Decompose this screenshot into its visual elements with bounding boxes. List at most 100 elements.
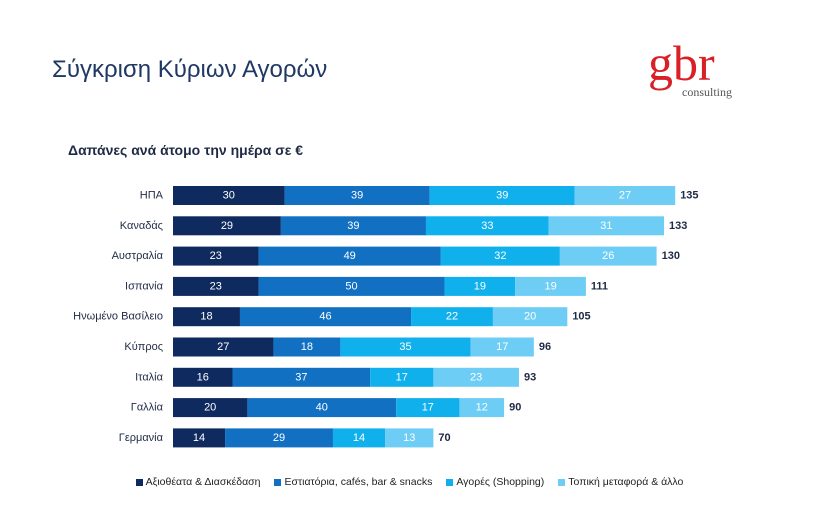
data-label: 46 [319, 311, 331, 323]
bar-segment [396, 398, 460, 418]
data-label: 23 [210, 280, 222, 292]
chart-legend: Αξιοθέατα & Διασκέδαση Εστιατόρια, cafés… [0, 476, 819, 488]
total-label: 93 [524, 371, 536, 383]
data-label: 14 [353, 432, 365, 444]
total-label: 133 [669, 220, 687, 232]
data-label: 35 [399, 341, 411, 353]
legend-label: Εστιατόρια, cafés, bar & snacks [284, 476, 433, 488]
bar-segment [258, 276, 445, 296]
bar-segment [173, 276, 259, 296]
data-label: 23 [470, 371, 482, 383]
data-label: 26 [602, 250, 614, 262]
bar-segment [239, 307, 412, 327]
legend-label: Τοπική μεταφορά & άλλο [568, 476, 684, 488]
bar-segment [429, 186, 575, 205]
data-label: 13 [403, 432, 415, 444]
logo-wordmark: gbr [648, 35, 715, 91]
data-label: 18 [301, 341, 313, 353]
legend-swatch [135, 478, 143, 486]
data-label: 17 [496, 341, 508, 353]
bar-segment [548, 216, 665, 236]
total-label: 130 [662, 250, 680, 262]
bar-segment [173, 246, 259, 266]
category-label: Κύπρος [124, 341, 163, 353]
data-label: 12 [476, 402, 488, 414]
bar-segment [273, 337, 341, 357]
legend-swatch [446, 478, 454, 486]
data-label: 49 [344, 250, 356, 262]
page-title: Σύγκριση Κύριων Αγορών [52, 56, 328, 83]
data-label: 19 [474, 280, 486, 292]
bar-segment [515, 276, 586, 296]
data-label: 20 [204, 402, 216, 414]
bar-segment [225, 428, 333, 448]
bar-segment [433, 367, 519, 387]
bar-segment [173, 337, 274, 357]
bar-segment [173, 428, 226, 448]
bar-segment [574, 186, 676, 205]
data-label: 22 [446, 311, 458, 323]
data-label: 39 [496, 190, 508, 202]
category-label: Ισπανία [125, 280, 164, 292]
legend-item: Αξιοθέατα & Διασκέδαση [135, 476, 261, 488]
bar-segment [173, 307, 240, 327]
data-label: 23 [210, 250, 222, 262]
data-label: 17 [422, 402, 434, 414]
data-label: 27 [217, 341, 229, 353]
total-label: 135 [680, 190, 698, 202]
legend-label: Αξιοθέατα & Διασκέδαση [145, 476, 261, 488]
bar-segment [173, 367, 233, 387]
data-label: 31 [600, 220, 612, 232]
category-label: Ηνωμένο Βασίλειο [73, 311, 163, 323]
stacked-bar-chart: ΗΠΑ 30 39 39 27 135 Καναδάς 29 39 33 31 133 Αυστραλί… [73, 186, 699, 448]
total-label: 111 [591, 280, 608, 292]
category-label: Καναδάς [120, 220, 163, 232]
data-label: 29 [273, 432, 285, 444]
bar-segment [173, 186, 285, 205]
data-label: 39 [351, 190, 363, 202]
bar-segment [284, 186, 430, 205]
data-label: 40 [316, 402, 328, 414]
category-label: Γερμανία [119, 432, 164, 444]
total-label: 70 [438, 432, 450, 444]
gbr-logo: gbr consulting [648, 38, 758, 108]
data-label: 32 [494, 250, 506, 262]
bar-segment [173, 216, 281, 236]
bar-segment [470, 337, 534, 357]
data-label: 17 [396, 371, 408, 383]
chart-title: Δαπάνες ανά άτομο την ημέρα σε € [68, 142, 304, 158]
category-label: Γαλλία [131, 402, 164, 414]
bar-segment [425, 216, 549, 236]
bar-segment [280, 216, 426, 236]
legend-label: Αγορές (Shopping) [456, 476, 545, 488]
bar-segment [247, 398, 397, 418]
data-label: 14 [193, 432, 205, 444]
legend-swatch [558, 478, 566, 486]
data-label: 33 [481, 220, 493, 232]
legend-item: Τοπική μεταφορά & άλλο [558, 476, 683, 488]
data-label: 27 [619, 190, 631, 202]
bar-segment [332, 428, 386, 448]
bar-segment [411, 307, 493, 327]
bar-segment [385, 428, 434, 448]
bar-segment [444, 276, 516, 296]
category-label: Αυστραλία [112, 250, 164, 262]
category-label: Ιταλία [135, 371, 164, 383]
total-label: 90 [509, 402, 521, 414]
category-label: ΗΠΑ [140, 190, 164, 202]
data-label: 39 [347, 220, 359, 232]
data-label: 30 [223, 190, 235, 202]
total-label: 105 [572, 311, 590, 323]
logo-subtitle: consulting [682, 85, 732, 99]
data-label: 37 [295, 371, 307, 383]
data-label: 16 [197, 371, 209, 383]
legend-swatch [274, 478, 282, 486]
bar-segment [370, 367, 434, 387]
bar-segment [340, 337, 471, 357]
data-label: 29 [221, 220, 233, 232]
data-label: 19 [544, 280, 556, 292]
bar-segment [232, 367, 371, 387]
bar-segment [173, 398, 248, 418]
legend-item: Εστιατόρια, cafés, bar & snacks [274, 476, 432, 488]
data-label: 18 [200, 311, 212, 323]
